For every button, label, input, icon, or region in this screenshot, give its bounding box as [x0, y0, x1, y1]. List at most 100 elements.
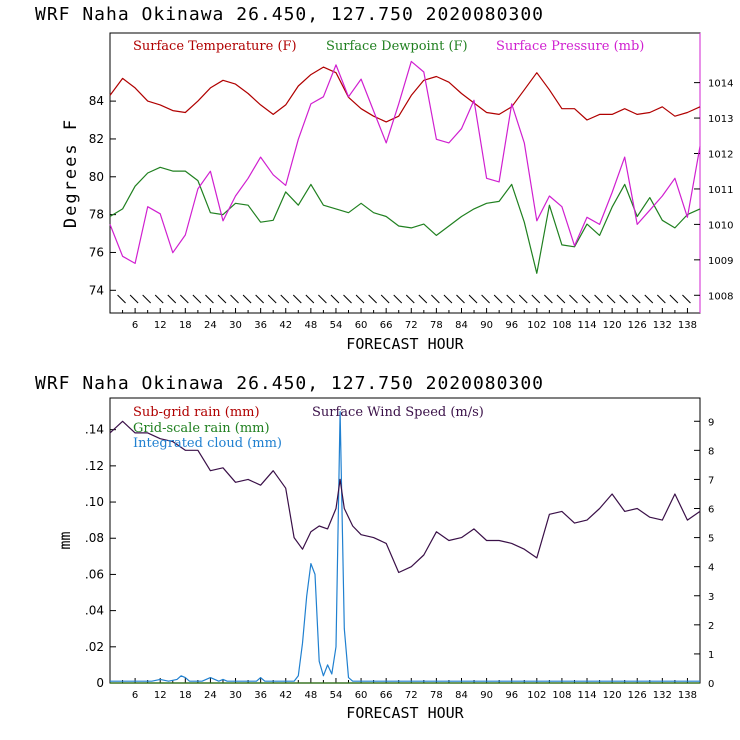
x-tick-label: 138: [678, 690, 697, 701]
x-tick-label: 90: [480, 690, 493, 701]
y-axis-label: Degrees F: [61, 118, 81, 228]
y-tick-label: .06: [85, 567, 104, 581]
x-tick-label: 60: [355, 690, 368, 701]
wind-barb: [192, 294, 202, 304]
legend-entry: Sub-grid rain (mm): [133, 405, 260, 420]
wind-barb: [594, 294, 603, 304]
wind-barb: [154, 294, 164, 304]
series-line-0: [109, 66, 701, 123]
wind-barb: [682, 294, 691, 304]
series-line-1: [109, 166, 701, 274]
wind-barb: [318, 294, 327, 304]
x-tick-label: 132: [653, 320, 672, 331]
x-tick-label: 108: [552, 320, 571, 331]
wind-barb: [179, 294, 189, 304]
wind-barb: [669, 294, 679, 304]
y2-tick-label: 2: [708, 621, 714, 632]
wind-barb: [493, 294, 503, 304]
x-tick-label: 42: [279, 320, 292, 331]
wind-barb: [481, 294, 490, 304]
wind-barb: [242, 294, 252, 304]
series-line-2: [109, 60, 701, 264]
wind-barb: [167, 294, 177, 304]
wind-barb: [456, 294, 465, 304]
wind-barb: [355, 294, 365, 304]
x-tick-label: 72: [405, 690, 418, 701]
x-tick-label: 126: [628, 690, 647, 701]
x-tick-label: 24: [204, 320, 217, 331]
legend-entry: Integrated cloud (mm): [133, 436, 282, 451]
x-axis-label: FORECAST HOUR: [346, 335, 464, 353]
wind-barb: [569, 294, 578, 304]
x-tick-label: 48: [304, 320, 317, 331]
x-tick-label: 102: [527, 320, 546, 331]
y2-tick-label: 1008: [708, 291, 733, 302]
wind-barb: [230, 294, 239, 304]
legend-entry: Grid-scale rain (mm): [133, 421, 270, 436]
x-tick-label: 72: [405, 320, 418, 331]
wind-barb: [506, 294, 516, 304]
y-axis-label: mm: [56, 531, 74, 549]
x-tick-label: 84: [455, 320, 468, 331]
x-tick-label: 120: [603, 320, 622, 331]
wind-barb: [255, 294, 264, 304]
wind-barb: [443, 294, 453, 304]
legend-entry: Surface Pressure (mb): [496, 39, 644, 54]
wind-barb: [431, 294, 440, 304]
wind-barb: [581, 294, 591, 304]
series-line-3: [109, 420, 701, 574]
x-tick-label: 36: [254, 320, 267, 331]
x-axis-label: FORECAST HOUR: [346, 704, 464, 722]
y2-tick-label: 3: [708, 592, 714, 603]
wind-barb: [393, 294, 403, 304]
wind-barb: [129, 294, 139, 304]
x-tick-label: 120: [603, 690, 622, 701]
y-tick-label: 84: [89, 94, 104, 108]
y-tick-label: .10: [85, 495, 104, 509]
y2-tick-label: 5: [708, 534, 714, 545]
series-line-2: [110, 411, 700, 682]
y-tick-label: 82: [89, 132, 104, 146]
x-tick-label: 78: [430, 690, 443, 701]
y-tick-label: 74: [89, 283, 104, 297]
y2-tick-label: 1012: [708, 150, 733, 161]
x-tick-label: 42: [279, 690, 292, 701]
y-tick-label: .12: [85, 459, 104, 473]
x-tick-label: 132: [653, 690, 672, 701]
wind-barb: [330, 294, 340, 304]
x-tick-label: 78: [430, 320, 443, 331]
wind-barb: [418, 294, 428, 304]
x-tick-label: 108: [552, 690, 571, 701]
x-tick-label: 36: [254, 690, 267, 701]
wind-barb: [556, 294, 566, 304]
wind-barb: [405, 294, 415, 304]
x-tick-label: 138: [678, 320, 697, 331]
legend-entry: Surface Temperature (F): [133, 39, 297, 54]
x-tick-label: 48: [304, 690, 317, 701]
x-tick-label: 30: [229, 320, 242, 331]
wind-barb: [117, 294, 126, 304]
x-tick-label: 114: [577, 690, 596, 701]
x-tick-label: 102: [527, 690, 546, 701]
y2-tick-label: 0: [708, 679, 714, 690]
y-tick-label: 0: [96, 676, 104, 690]
x-tick-label: 84: [455, 690, 468, 701]
y2-tick-label: 9: [708, 417, 714, 428]
x-tick-label: 126: [628, 320, 647, 331]
x-tick-label: 60: [355, 320, 368, 331]
wind-barb: [380, 294, 390, 304]
wind-barb: [656, 294, 666, 304]
y2-tick-label: 8: [708, 446, 714, 457]
wind-barb: [644, 294, 654, 304]
wind-barb: [305, 294, 315, 304]
x-tick-label: 90: [480, 320, 493, 331]
x-tick-label: 12: [154, 690, 167, 701]
y-tick-label: 76: [89, 245, 104, 259]
y2-tick-label: 1013: [708, 114, 733, 125]
y-tick-label: .04: [85, 604, 104, 618]
y2-tick-label: 6: [708, 505, 714, 516]
y2-tick-label: 1: [708, 650, 714, 661]
legend-entry: Surface Wind Speed (m/s): [312, 405, 484, 420]
x-tick-label: 114: [577, 320, 596, 331]
y-tick-label: .14: [85, 423, 104, 437]
